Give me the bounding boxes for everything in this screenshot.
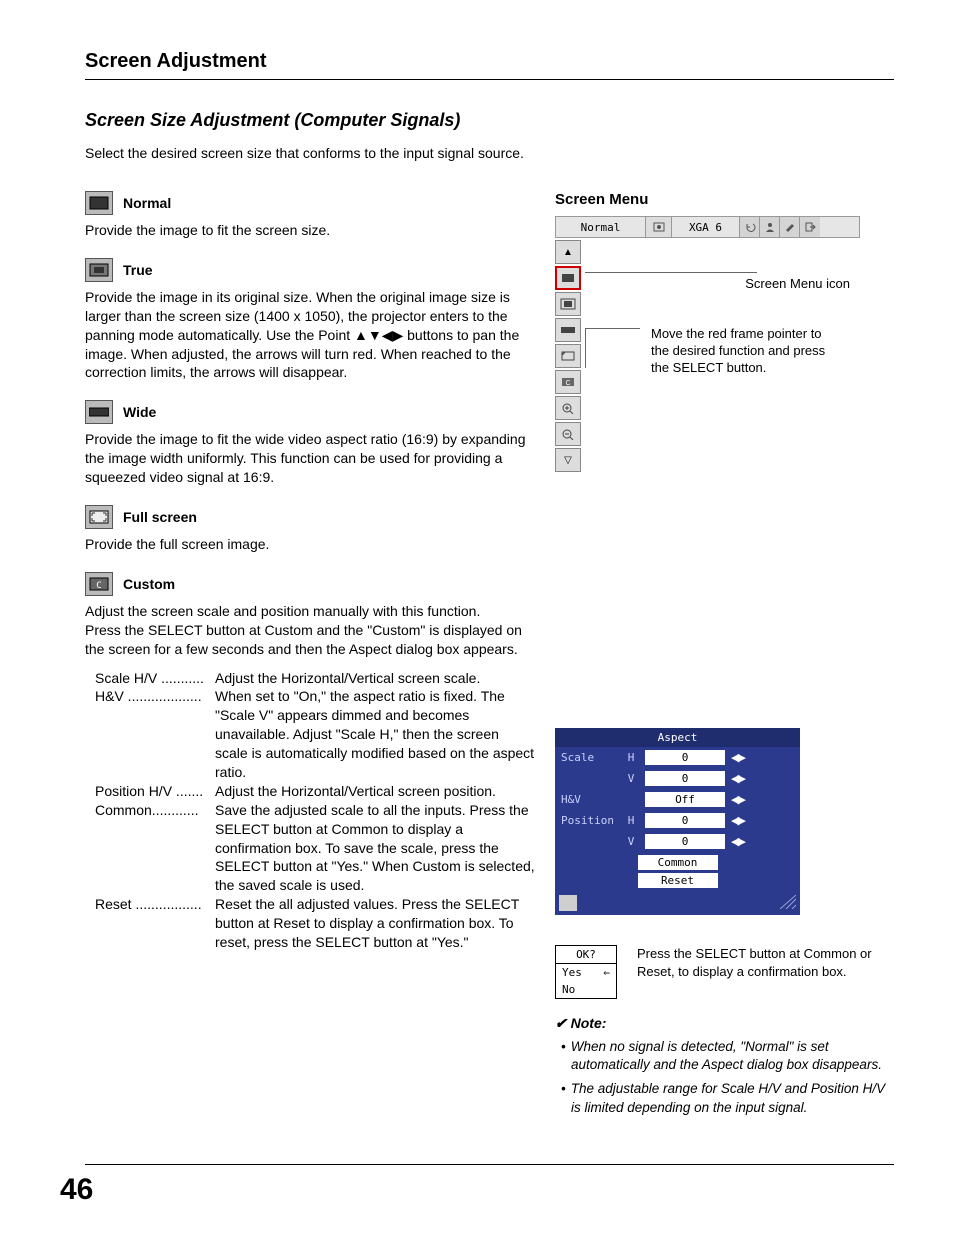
menu-person-icon bbox=[760, 217, 780, 237]
true-label: True bbox=[123, 262, 153, 278]
custom-definitions: Scale H/V ...........Adjust the Horizont… bbox=[85, 669, 535, 952]
note-heading: ✔ Note: bbox=[555, 1015, 894, 1032]
aspect-common-button: Common bbox=[638, 855, 718, 870]
menu-undo-icon bbox=[740, 217, 760, 237]
aspect-position-label: Position bbox=[561, 814, 621, 827]
wide-label: Wide bbox=[123, 404, 156, 420]
custom-label: Custom bbox=[123, 576, 175, 592]
screen-menu-heading: Screen Menu bbox=[555, 191, 894, 208]
wide-desc: Provide the image to fit the wide video … bbox=[85, 430, 535, 487]
custom-icon: C bbox=[85, 572, 113, 596]
aspect-resize-icon bbox=[780, 895, 796, 909]
aspect-arrows-icon: ◀▶ bbox=[731, 751, 744, 764]
menu-zoom-in-icon bbox=[555, 396, 581, 420]
intro-text: Select the desired screen size that conf… bbox=[85, 145, 894, 161]
menu-down-icon: ▽ bbox=[555, 448, 581, 472]
mode-full: Full screen Provide the full screen imag… bbox=[85, 505, 535, 554]
page-title: Screen Adjustment bbox=[85, 50, 894, 80]
aspect-h-label: H bbox=[621, 751, 641, 764]
ok-text: Press the SELECT button at Common or Res… bbox=[637, 945, 894, 980]
aspect-quit-icon bbox=[559, 895, 577, 911]
aspect-title: Aspect bbox=[555, 728, 800, 747]
mode-wide: Wide Provide the image to fit the wide v… bbox=[85, 400, 535, 487]
def-common-def: Save the adjusted scale to all the input… bbox=[215, 801, 535, 895]
def-scale-def: Adjust the Horizontal/Vertical screen sc… bbox=[215, 669, 535, 688]
def-common-term: Common............ bbox=[95, 801, 215, 895]
menu-full-icon bbox=[555, 344, 581, 368]
aspect-ph-label: H bbox=[621, 814, 641, 827]
menu-side-column: ▲ C ▽ bbox=[555, 238, 581, 488]
aspect-hv-label: H&V bbox=[561, 793, 621, 806]
bottom-rule bbox=[85, 1164, 894, 1165]
ok-box: OK? Yes ⇐ No bbox=[555, 945, 617, 999]
aspect-pv-label: V bbox=[621, 835, 641, 848]
aspect-scale-h-value: 0 bbox=[645, 750, 725, 765]
aspect-pos-h-value: 0 bbox=[645, 813, 725, 828]
callout-line-pointer bbox=[585, 328, 640, 368]
def-reset-def: Reset the all adjusted values. Press the… bbox=[215, 895, 535, 952]
normal-desc: Provide the image to fit the screen size… bbox=[85, 221, 535, 240]
menu-callout-area: Screen Menu icon Move the red frame poin… bbox=[581, 238, 860, 488]
menu-custom-icon: C bbox=[555, 370, 581, 394]
true-desc: Provide the image in its original size. … bbox=[85, 288, 535, 382]
custom-desc: Adjust the screen scale and position man… bbox=[85, 602, 535, 659]
menu-zoom-out-icon bbox=[555, 422, 581, 446]
menu-top-row: Normal XGA 6 bbox=[555, 216, 860, 238]
aspect-reset-button: Reset bbox=[638, 873, 718, 888]
menu-normal-cell: Normal bbox=[556, 217, 646, 237]
def-hv-term: H&V ................... bbox=[95, 687, 215, 781]
note-bullet-1: When no signal is detected, "Normal" is … bbox=[571, 1038, 894, 1074]
full-label: Full screen bbox=[123, 509, 197, 525]
def-hv-def: When set to "On," the aspect ratio is fi… bbox=[215, 687, 535, 781]
ok-yes: Yes bbox=[562, 966, 582, 979]
aspect-scale-label: Scale bbox=[561, 751, 621, 764]
ok-no: No bbox=[562, 983, 575, 996]
ok-confirmation: OK? Yes ⇐ No Press the SELECT button at C… bbox=[555, 945, 894, 999]
callout-line-icon bbox=[585, 272, 757, 273]
left-column: Normal Provide the image to fit the scre… bbox=[85, 191, 535, 1123]
wide-icon bbox=[85, 400, 113, 424]
def-reset-term: Reset ................. bbox=[95, 895, 215, 952]
page-number: 46 bbox=[60, 1173, 93, 1207]
note-section: ✔ Note: When no signal is detected, "Nor… bbox=[555, 1015, 894, 1117]
ok-arrow-icon: ⇐ bbox=[603, 966, 610, 979]
mode-custom: C Custom Adjust the screen scale and pos… bbox=[85, 572, 535, 952]
full-icon bbox=[85, 505, 113, 529]
section-title: Screen Size Adjustment (Computer Signals… bbox=[85, 110, 894, 131]
full-desc: Provide the full screen image. bbox=[85, 535, 535, 554]
normal-icon bbox=[85, 191, 113, 215]
aspect-scale-v-value: 0 bbox=[645, 771, 725, 786]
aspect-arrows-icon: ◀▶ bbox=[731, 793, 744, 806]
mode-true: True Provide the image in its original s… bbox=[85, 258, 535, 382]
note-bullet-2: The adjustable range for Scale H/V and P… bbox=[571, 1080, 894, 1116]
menu-true-icon bbox=[555, 292, 581, 316]
aspect-arrows-icon: ◀▶ bbox=[731, 835, 744, 848]
menu-tool-icon bbox=[780, 217, 800, 237]
true-icon bbox=[85, 258, 113, 282]
def-position-def: Adjust the Horizontal/Vertical screen po… bbox=[215, 782, 535, 801]
menu-exit-icon bbox=[800, 217, 820, 237]
aspect-arrows-icon: ◀▶ bbox=[731, 814, 744, 827]
aspect-hv-value: Off bbox=[645, 792, 725, 807]
aspect-v-label: V bbox=[621, 772, 641, 785]
ok-prompt: OK? bbox=[556, 946, 616, 964]
menu-signal-icon bbox=[646, 217, 672, 237]
def-scale-term: Scale H/V ........... bbox=[95, 669, 215, 688]
menu-wide-icon bbox=[555, 318, 581, 342]
menu-up-icon: ▲ bbox=[555, 240, 581, 264]
screen-menu-icon-label: Screen Menu icon bbox=[745, 276, 850, 291]
menu-normal-icon bbox=[555, 266, 581, 290]
screen-menu-figure: Normal XGA 6 ▲ C bbox=[555, 216, 860, 488]
def-position-term: Position H/V ....... bbox=[95, 782, 215, 801]
right-column: Screen Menu Normal XGA 6 ▲ bbox=[555, 191, 894, 1123]
aspect-pos-v-value: 0 bbox=[645, 834, 725, 849]
menu-xga-cell: XGA 6 bbox=[672, 217, 740, 237]
aspect-dialog: Aspect Scale H 0 ◀▶ V 0 ◀▶ H&V Off ◀▶ Po… bbox=[555, 728, 800, 915]
mode-normal: Normal Provide the image to fit the scre… bbox=[85, 191, 535, 240]
callout-text: Move the red frame pointer to the desire… bbox=[651, 326, 841, 377]
svg-text:C: C bbox=[96, 581, 101, 591]
svg-text:C: C bbox=[565, 380, 570, 387]
aspect-arrows-icon: ◀▶ bbox=[731, 772, 744, 785]
normal-label: Normal bbox=[123, 195, 171, 211]
